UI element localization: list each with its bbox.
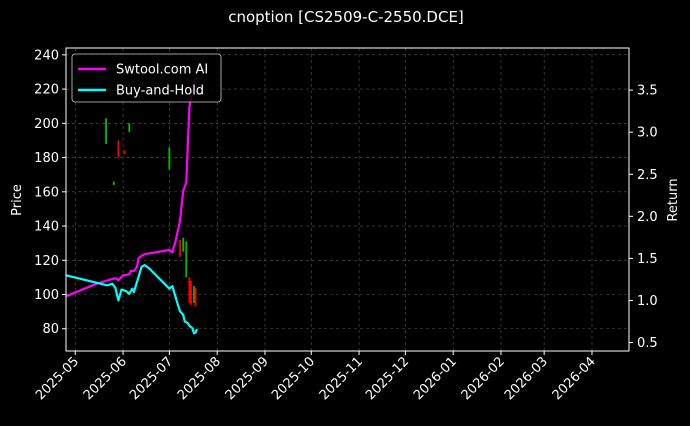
return-axis-label: Return	[666, 178, 681, 221]
price-axis: 80 100 120 140 160 180 200 220 240	[34, 48, 66, 337]
legend-box	[71, 53, 222, 103]
chart-title: cnoption [CS2509-C-2550.DCE]	[228, 8, 464, 26]
legend-entry: Buy-and-Hold	[116, 84, 204, 99]
price-candle	[190, 280, 192, 305]
price-tick-label: 200	[34, 117, 59, 132]
price-tick-label: 220	[34, 83, 59, 98]
price-candle	[182, 238, 185, 252]
buy-and-hold-line	[65, 264, 199, 335]
grid-lines	[66, 48, 629, 351]
price-tick-label: 100	[34, 288, 59, 303]
price-tick-label: 120	[34, 254, 59, 269]
return-tick-label: 1.5	[637, 252, 658, 267]
return-tick-label: 1.0	[637, 294, 658, 309]
price-tick-label: 140	[34, 220, 59, 235]
legend: Swtool.com AI Buy-and-Hold	[71, 53, 222, 103]
price-candle	[193, 285, 195, 304]
price-tick-label: 180	[34, 151, 59, 166]
price-candle	[123, 150, 126, 155]
return-tick-label: 3.0	[637, 126, 658, 141]
swtool-ai-line	[65, 76, 198, 298]
return-tick-label: 3.5	[637, 84, 658, 99]
price-tick-label: 240	[34, 48, 59, 63]
legend-entry: Swtool.com AI	[116, 63, 208, 78]
price-candle	[105, 118, 108, 144]
price-candle	[188, 277, 191, 304]
price-candle	[179, 239, 182, 257]
price-candle	[128, 123, 131, 132]
return-axis: 0.5 1.0 1.5 2.0 2.5 3.0 3.5	[629, 84, 658, 351]
return-series	[65, 76, 199, 335]
price-candle	[194, 287, 197, 307]
price-candle	[185, 241, 188, 278]
return-tick-label: 2.0	[637, 210, 658, 225]
return-tick-label: 0.5	[637, 336, 658, 351]
price-candle	[117, 140, 120, 158]
price-candle	[112, 181, 115, 185]
price-axis-label: Price	[10, 184, 25, 216]
price-candles	[105, 118, 197, 307]
price-candle	[168, 147, 171, 170]
plot-frame	[65, 47, 630, 352]
price-tick-label: 160	[34, 185, 59, 200]
return-tick-label: 2.5	[637, 168, 658, 183]
price-tick-label: 80	[42, 322, 59, 337]
